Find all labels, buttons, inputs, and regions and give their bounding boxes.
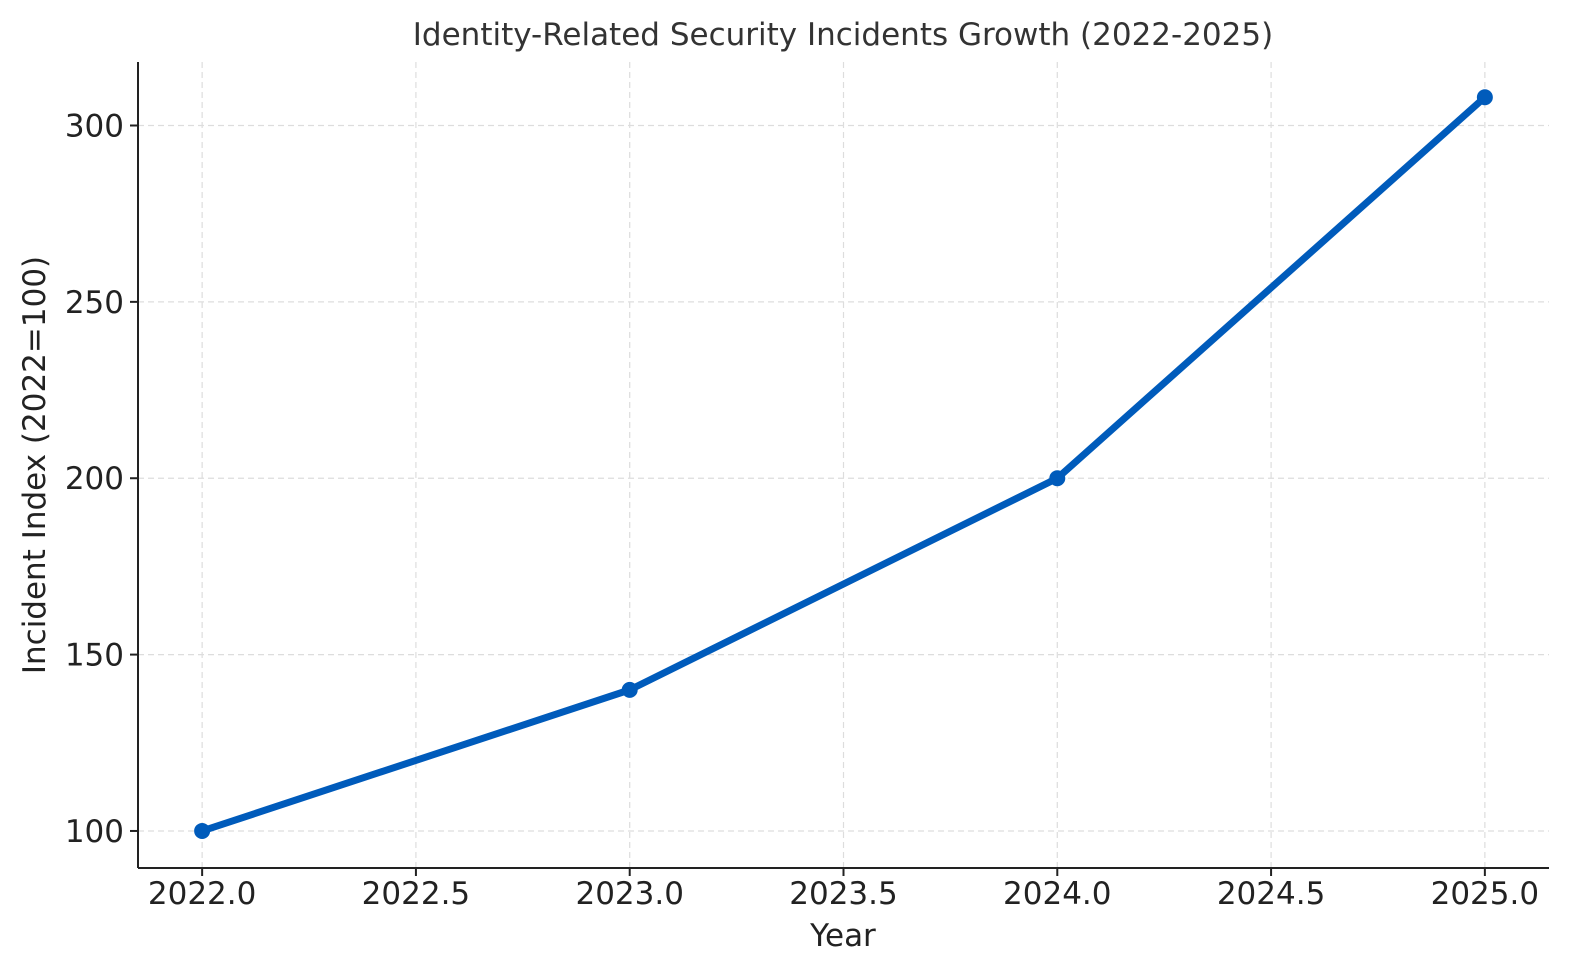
y-tick-label: 150 — [65, 638, 124, 674]
y-tick-label: 100 — [65, 814, 124, 850]
y-tick-label: 250 — [65, 285, 124, 321]
x-tick-label: 2025.0 — [1431, 876, 1539, 912]
series-layer — [194, 89, 1493, 839]
series-line — [198, 93, 1489, 835]
x-tick-label: 2023.0 — [575, 876, 683, 912]
y-axis-label: Incident Index (2022=100) — [17, 256, 53, 674]
y-tick-label: 200 — [65, 461, 124, 497]
x-tick-label: 2022.0 — [148, 876, 256, 912]
data-point — [1476, 89, 1493, 106]
x-tick-label: 2022.5 — [362, 876, 470, 912]
data-point — [194, 822, 211, 839]
x-tick-label: 2024.0 — [1003, 876, 1111, 912]
x-axis-label: Year — [809, 918, 876, 954]
ticks-layer: 2022.0 2022.5 2023.0 2023.5 2024.0 2024.5 2025… — [65, 108, 1539, 912]
x-tick-label: 2023.5 — [789, 876, 897, 912]
x-tick-label: 2024.5 — [1217, 876, 1325, 912]
chart-title: Identity-Related Security Incidents Grow… — [413, 17, 1273, 53]
y-tick-label: 300 — [65, 108, 124, 144]
grid-layer — [138, 62, 1549, 868]
data-point — [621, 681, 638, 698]
data-point — [1049, 470, 1066, 487]
